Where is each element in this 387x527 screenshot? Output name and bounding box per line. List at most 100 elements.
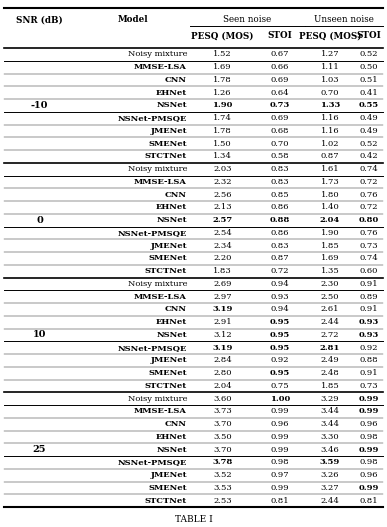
Text: 2.32: 2.32 (213, 178, 232, 186)
Text: 3.46: 3.46 (320, 446, 339, 454)
Text: 0.98: 0.98 (360, 458, 378, 466)
Text: 1.16: 1.16 (321, 114, 339, 122)
Text: 0.93: 0.93 (359, 318, 379, 326)
Text: 1.27: 1.27 (321, 51, 339, 58)
Text: 3.50: 3.50 (213, 433, 232, 441)
Text: EHNet: EHNet (156, 203, 187, 211)
Text: 3.78: 3.78 (212, 458, 233, 466)
Text: 2.50: 2.50 (321, 292, 339, 300)
Text: 2.13: 2.13 (213, 203, 232, 211)
Text: Model: Model (117, 15, 148, 24)
Text: 0.93: 0.93 (271, 292, 289, 300)
Text: 0.86: 0.86 (271, 203, 289, 211)
Text: 3.70: 3.70 (213, 420, 232, 428)
Text: 1.03: 1.03 (321, 76, 339, 84)
Text: NSNet: NSNet (156, 446, 187, 454)
Text: 2.84: 2.84 (213, 356, 232, 364)
Text: 3.73: 3.73 (213, 407, 232, 415)
Text: 0.99: 0.99 (271, 446, 289, 454)
Text: 2.54: 2.54 (213, 229, 232, 237)
Text: 0.96: 0.96 (360, 471, 378, 479)
Text: 1.16: 1.16 (321, 127, 339, 135)
Text: 1.61: 1.61 (321, 165, 339, 173)
Text: 0.98: 0.98 (360, 433, 378, 441)
Text: 0.60: 0.60 (360, 267, 378, 275)
Text: 2.53: 2.53 (213, 496, 232, 505)
Text: 0.66: 0.66 (271, 63, 289, 71)
Text: 1.80: 1.80 (321, 191, 339, 199)
Text: 2.80: 2.80 (213, 369, 232, 377)
Text: 1.74: 1.74 (213, 114, 232, 122)
Text: 0: 0 (36, 216, 43, 225)
Text: 0.96: 0.96 (271, 420, 289, 428)
Text: 0.99: 0.99 (271, 484, 289, 492)
Text: 0.87: 0.87 (321, 152, 339, 160)
Text: MMSE-LSA: MMSE-LSA (134, 178, 187, 186)
Text: 1.69: 1.69 (213, 63, 232, 71)
Text: 3.44: 3.44 (320, 407, 339, 415)
Text: 0.83: 0.83 (271, 241, 289, 250)
Text: 3.44: 3.44 (320, 420, 339, 428)
Text: 0.88: 0.88 (360, 356, 378, 364)
Text: 1.83: 1.83 (213, 267, 232, 275)
Text: 1.33: 1.33 (320, 101, 340, 110)
Text: 0.95: 0.95 (270, 369, 290, 377)
Text: 0.50: 0.50 (360, 63, 378, 71)
Text: 3.29: 3.29 (321, 395, 339, 403)
Text: 1.02: 1.02 (321, 140, 339, 148)
Text: 0.91: 0.91 (360, 280, 378, 288)
Text: 2.81: 2.81 (320, 344, 340, 352)
Text: 2.30: 2.30 (321, 280, 339, 288)
Text: 3.59: 3.59 (320, 458, 340, 466)
Text: 2.04: 2.04 (213, 382, 232, 390)
Text: Seen noise: Seen noise (223, 15, 272, 24)
Text: NSNet: NSNet (156, 216, 187, 224)
Text: 1.90: 1.90 (321, 229, 339, 237)
Text: 3.27: 3.27 (321, 484, 339, 492)
Text: CNN: CNN (165, 76, 187, 84)
Text: 0.87: 0.87 (271, 255, 289, 262)
Text: 0.69: 0.69 (271, 114, 289, 122)
Text: STOI: STOI (268, 32, 292, 41)
Text: 0.93: 0.93 (359, 331, 379, 339)
Text: 2.49: 2.49 (320, 356, 339, 364)
Text: 0.95: 0.95 (270, 331, 290, 339)
Text: Noisy mixture: Noisy mixture (127, 165, 187, 173)
Text: 0.49: 0.49 (360, 114, 378, 122)
Text: 1.40: 1.40 (320, 203, 339, 211)
Text: 1.52: 1.52 (213, 51, 232, 58)
Text: 0.72: 0.72 (360, 178, 378, 186)
Text: 25: 25 (33, 445, 46, 454)
Text: 3.60: 3.60 (213, 395, 232, 403)
Text: EHNet: EHNet (156, 89, 187, 96)
Text: 0.80: 0.80 (359, 216, 379, 224)
Text: 0.70: 0.70 (321, 89, 339, 96)
Text: SMENet: SMENet (148, 369, 187, 377)
Text: 0.51: 0.51 (360, 76, 378, 84)
Text: JMENet: JMENet (151, 241, 187, 250)
Text: 0.72: 0.72 (271, 267, 289, 275)
Text: 0.42: 0.42 (360, 152, 378, 160)
Text: 0.58: 0.58 (271, 152, 289, 160)
Text: Noisy mixture: Noisy mixture (127, 280, 187, 288)
Text: 0.94: 0.94 (271, 280, 289, 288)
Text: 1.69: 1.69 (321, 255, 339, 262)
Text: 0.99: 0.99 (359, 395, 379, 403)
Text: 0.99: 0.99 (271, 433, 289, 441)
Text: JMENet: JMENet (151, 127, 187, 135)
Text: PESQ (MOS): PESQ (MOS) (191, 32, 254, 41)
Text: 1.35: 1.35 (320, 267, 339, 275)
Text: 1.50: 1.50 (213, 140, 232, 148)
Text: 0.49: 0.49 (360, 127, 378, 135)
Text: 3.19: 3.19 (212, 305, 233, 314)
Text: 0.67: 0.67 (271, 51, 289, 58)
Text: 2.56: 2.56 (213, 191, 232, 199)
Text: NSNet-PMSQE: NSNet-PMSQE (118, 344, 187, 352)
Text: 0.92: 0.92 (271, 356, 289, 364)
Text: 0.68: 0.68 (271, 127, 289, 135)
Text: 0.75: 0.75 (271, 382, 289, 390)
Text: MMSE-LSA: MMSE-LSA (134, 292, 187, 300)
Text: 1.34: 1.34 (213, 152, 232, 160)
Text: 1.78: 1.78 (213, 76, 232, 84)
Text: 3.19: 3.19 (212, 344, 233, 352)
